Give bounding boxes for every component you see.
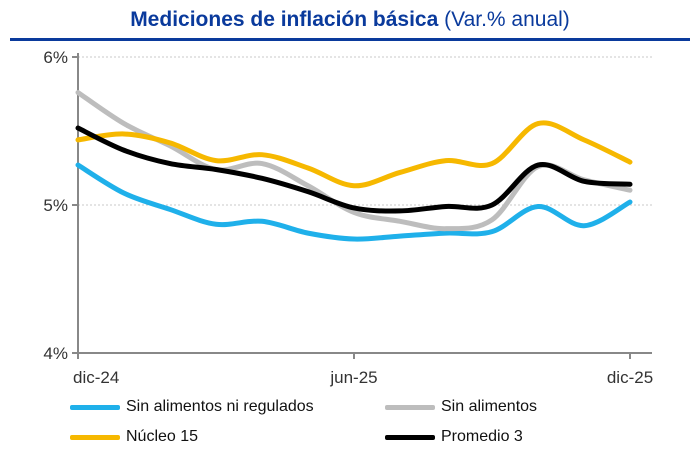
legend-label: Núcleo 15 [126, 428, 199, 445]
legend-label: Sin alimentos ni regulados [126, 398, 314, 415]
series-line-sin-alimentos-ni-regulados [75, 162, 633, 242]
title-underline [10, 38, 690, 41]
y-tick-label: 5% [43, 196, 68, 215]
legend-item-sin-alimentos: Sin alimentos [385, 398, 537, 416]
series-line-promedio-3 [75, 125, 633, 214]
legend-swatch [70, 404, 120, 410]
title-sub: (Var.% anual) [444, 8, 570, 31]
y-tick-label: 4% [43, 344, 68, 363]
legend-swatch [70, 434, 120, 440]
chart-title: Mediciones de inflación básica (Var.% an… [0, 8, 700, 32]
series-line-n-cleo-15 [75, 120, 633, 189]
legend-swatch [385, 404, 435, 410]
legend-item-promedio-3: Promedio 3 [385, 428, 523, 446]
legend-item-nucleo-15: Núcleo 15 [70, 428, 198, 446]
legend-label: Sin alimentos [441, 398, 538, 415]
legend-swatch [385, 434, 435, 440]
x-tick-label: dic-24 [73, 368, 119, 387]
legend-item-sin-alimentos-ni-regulados: Sin alimentos ni regulados [70, 398, 314, 416]
y-tick-label: 6% [43, 48, 68, 67]
x-tick-label: dic-25 [607, 368, 653, 387]
legend-label: Promedio 3 [441, 428, 523, 445]
title-main: Mediciones de inflación básica [130, 8, 439, 31]
x-tick-label: jun-25 [329, 368, 377, 387]
